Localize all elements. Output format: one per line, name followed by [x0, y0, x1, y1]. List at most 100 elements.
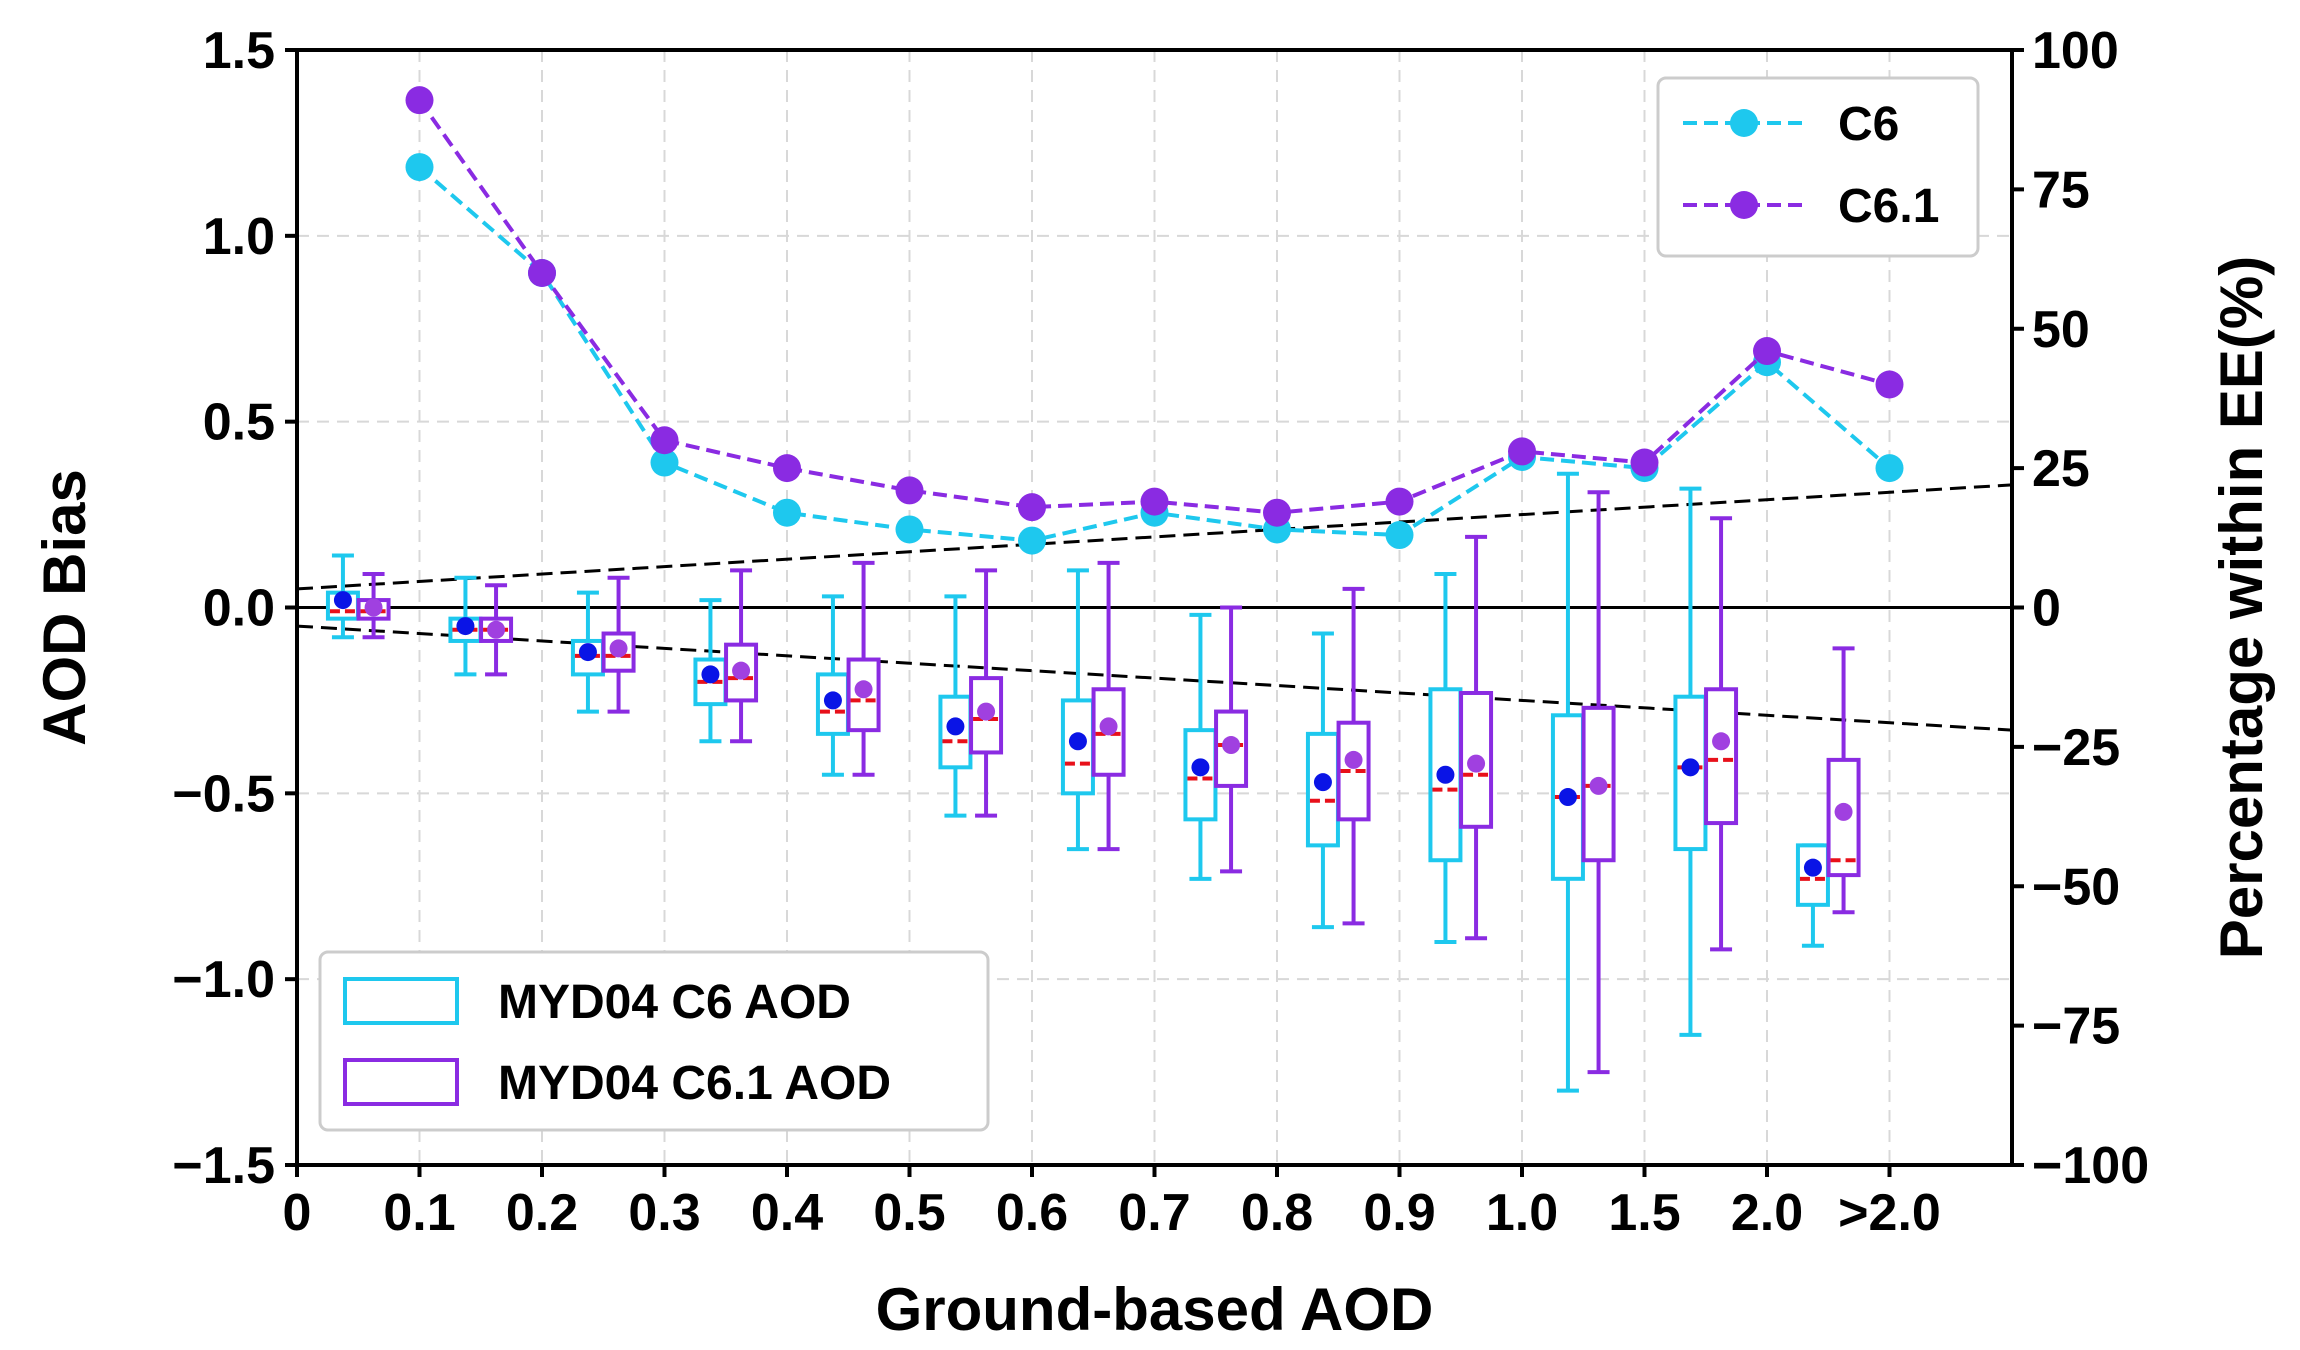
mean-point [1313, 773, 1332, 792]
line-point-c6 [1875, 454, 1904, 483]
line-point-c6 [405, 153, 434, 182]
line-point-c61 [895, 476, 924, 505]
box-plots [325, 471, 1861, 1093]
box-plot [1060, 568, 1095, 852]
y-left-tick-label: −1.0 [172, 951, 275, 1009]
box-legend-frame [318, 950, 990, 1132]
box-plot [724, 568, 759, 744]
box-legend: MYD04 C6 AOD MYD04 C6.1 AOD [318, 950, 990, 1132]
box-plot [570, 590, 605, 714]
box-plot [815, 594, 850, 777]
box-plot [1459, 534, 1494, 941]
x-tick-label: 0.5 [873, 1184, 945, 1242]
box-plot [1704, 516, 1739, 952]
ee-upper-line [296, 483, 2013, 591]
x-tick-label: 0.3 [628, 1184, 700, 1242]
box-legend-swatch [343, 1058, 459, 1106]
x-tick-label: 0 [283, 1184, 312, 1242]
line-point-c61 [1630, 448, 1659, 477]
y-right-tick-label: 0 [2032, 580, 2061, 638]
y-right-tick-label: 50 [2032, 301, 2090, 359]
line-legend: C6 C6.1 [1656, 76, 1980, 258]
x-tick-label: 2.0 [1731, 1184, 1803, 1242]
box-series-c6 [325, 471, 1830, 1093]
iqr-box [724, 642, 759, 703]
line-point-c6 [650, 448, 679, 477]
y-right-tick-label: 100 [2032, 22, 2119, 80]
x-tick-label: 0.6 [996, 1184, 1068, 1242]
mean-point [977, 702, 996, 721]
mean-point [578, 643, 597, 662]
line-point-c61 [405, 86, 434, 115]
axes: 0 0.1 0.2 0.3 0.4 0.5 0.6 0.7 0.8 0.9 1.0 1.5 2.0 >2.… [31, 22, 2275, 1343]
box-plot [1673, 486, 1708, 1037]
box-series-c61 [356, 490, 1861, 1075]
y-right-tick-label: 25 [2032, 440, 2090, 498]
box-plot [448, 575, 483, 677]
mean-point [1099, 717, 1118, 736]
box-plot [356, 572, 391, 640]
x-tick-label: 0.1 [383, 1184, 455, 1242]
mean-point [946, 717, 965, 736]
box-plot [1795, 843, 1830, 948]
box-plot [1336, 586, 1371, 926]
legends: C6 C6.1 MYD04 C6 AOD MYD04 C6.1 AOD [318, 76, 1980, 1132]
y-right-tick-label: 75 [2032, 161, 2090, 219]
y-right-tick-label: −75 [2032, 998, 2120, 1056]
box-plot [846, 560, 881, 777]
mean-point [701, 665, 720, 684]
box-plot [325, 553, 360, 640]
y-left-tick-label: 0.5 [203, 394, 275, 452]
y-left-tick-label: −0.5 [172, 765, 275, 823]
line-legend-marker [1730, 109, 1758, 137]
line-point-c61 [528, 259, 556, 287]
box-plot [938, 594, 973, 818]
box-plot [1183, 612, 1218, 881]
x-tick-label: 0.2 [506, 1184, 578, 1242]
box-plot [601, 575, 636, 714]
x-tick-label: 0.7 [1118, 1184, 1190, 1242]
ee-percentage-lines [405, 86, 1904, 555]
box-plot [479, 583, 514, 677]
mean-point [1344, 750, 1363, 769]
x-tick-label: 1.5 [1608, 1184, 1680, 1242]
y-left-tick-label: 1.0 [203, 208, 275, 266]
line-point-c61 [1018, 493, 1046, 522]
box-plot [1305, 631, 1340, 930]
y-left-tick-label: 0.0 [203, 580, 275, 638]
line-point-c61 [1753, 337, 1781, 366]
x-tick-label: 0.8 [1241, 1184, 1313, 1242]
line-point-c61 [1140, 487, 1169, 516]
line-point-c61 [773, 454, 801, 483]
box-plot [969, 568, 1004, 818]
mean-point [1068, 732, 1087, 751]
line-point-c61 [1875, 370, 1904, 399]
mean-point [1834, 802, 1853, 821]
x-tick-label: 0.4 [751, 1184, 823, 1242]
mean-point [1191, 758, 1210, 777]
y-right-tick-label: −25 [2032, 719, 2120, 777]
box-plot [1428, 572, 1463, 944]
box-plot [1826, 646, 1861, 915]
line-point-c6 [895, 515, 924, 544]
line-point-c61 [1385, 487, 1414, 516]
y-left-axis-title: AOD Bias [31, 469, 98, 746]
x-tick-label: >2.0 [1838, 1184, 1941, 1242]
line-point-c61 [650, 426, 679, 455]
mean-point [1558, 788, 1577, 807]
line-point-c61 [1508, 437, 1536, 466]
x-tick-label: 1.0 [1486, 1184, 1558, 1242]
iqr-box [1704, 687, 1739, 826]
y-right-tick-label: −50 [2032, 858, 2120, 916]
box-legend-label: MYD04 C6 AOD [498, 976, 851, 1029]
box-plot [1091, 560, 1126, 852]
line-point-c6 [773, 498, 801, 527]
line-point-c6 [1018, 526, 1046, 555]
y-right-axis-title: Percentage within EE(%) [2208, 256, 2275, 959]
line-point-c6 [1385, 521, 1414, 550]
y-left-tick-label: 1.5 [203, 22, 275, 80]
mean-point [1436, 765, 1455, 784]
mean-point [1803, 858, 1822, 877]
line-legend-label: C6.1 [1838, 180, 1939, 233]
